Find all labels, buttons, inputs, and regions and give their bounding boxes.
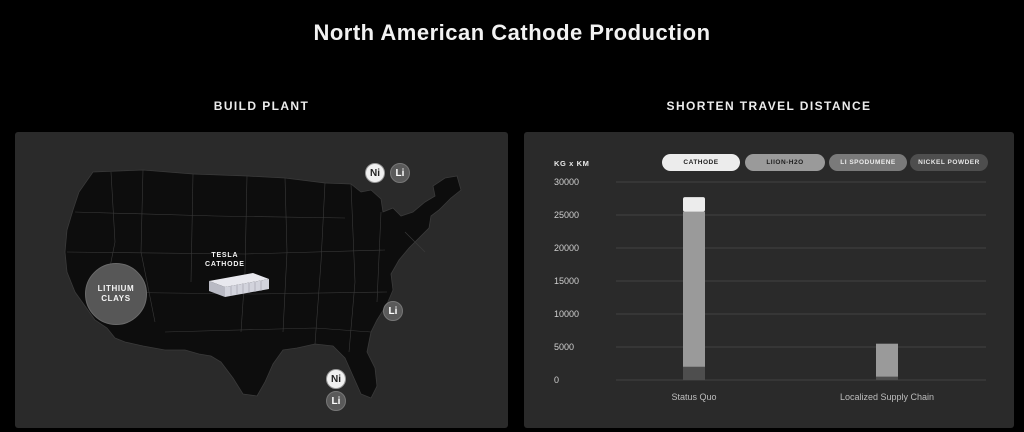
tesla-label-line2: CATHODE (205, 261, 245, 268)
cathode-plant-icon (209, 273, 269, 297)
stacked-bar-chart: KG x KM 30000 25000 20000 15000 10000 5000 0 Sta… (554, 159, 986, 402)
y-tick-label: 20000 (554, 243, 579, 253)
y-tick-label: 5000 (554, 342, 574, 352)
chart-panel: CATHODE LIION-H2O LI SPODUMENE NICKEL POWDE… (524, 132, 1014, 428)
build-plant-heading: BUILD PLANT (213, 99, 310, 113)
legend-item-nickel-powder[interactable]: NICKEL POWDER (910, 154, 988, 171)
bar-segment (683, 197, 705, 212)
lithium-clays-marker: LITHIUM CLAYS (85, 263, 147, 325)
lithium-clays-line2: CLAYS (101, 294, 131, 303)
map-panel: Ni Li Li Ni Li LITHIUM CLAYS TESLA CATHOD… (15, 132, 508, 428)
tesla-label-line1: TESLA (211, 252, 239, 259)
bar-segment (876, 376, 898, 380)
y-tick-label: 0 (554, 375, 559, 385)
y-tick-label: 10000 (554, 309, 579, 319)
y-tick-label: 25000 (554, 210, 579, 220)
legend-item-cathode[interactable]: CATHODE (662, 154, 740, 171)
page-title: North American Cathode Production (313, 20, 711, 45)
lithium-clays-line1: LITHIUM (97, 284, 135, 293)
tesla-cathode-label: TESLA CATHODE (205, 251, 245, 269)
nickel-marker-northeast: Ni (365, 163, 385, 183)
legend-item-li-spodumene[interactable]: LI SPODUMENE (829, 154, 907, 171)
lithium-marker-caribbean: Li (326, 391, 346, 411)
lithium-marker-southeast: Li (383, 301, 403, 321)
shorten-travel-heading: SHORTEN TRAVEL DISTANCE (666, 99, 872, 113)
lithium-marker-northeast: Li (390, 163, 410, 183)
x-category-label: Localized Supply Chain (840, 392, 934, 402)
y-tick-label: 15000 (554, 276, 579, 286)
bar-segment (876, 343, 898, 377)
y-axis-label: KG x KM (554, 159, 589, 168)
y-tick-label: 30000 (554, 177, 579, 187)
bar-segment (683, 211, 705, 367)
bar-segment (683, 366, 705, 380)
nickel-marker-caribbean: Ni (326, 369, 346, 389)
legend-item-liion-h2o[interactable]: LIION-H2O (745, 154, 825, 171)
x-category-label: Status Quo (671, 392, 716, 402)
